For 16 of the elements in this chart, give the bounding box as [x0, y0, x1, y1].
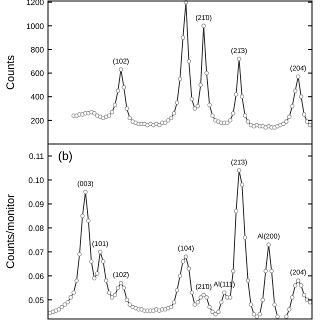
y-tick-label: 200	[30, 116, 45, 126]
y-tick-label: 1200	[26, 0, 45, 8]
y-tick-label: 0.06	[28, 272, 45, 281]
y-tick-label: 0.09	[28, 200, 45, 209]
y-tick-label: 0.05	[28, 296, 45, 305]
y-axis-title: Counts	[5, 54, 17, 90]
y-tick-label: 0.11	[29, 152, 45, 161]
y-axis-title: Counts/monitor	[5, 194, 17, 269]
y-tick-label: 0.08	[28, 224, 45, 233]
y-tick-label: 800	[30, 45, 45, 54]
annotation: (b)	[58, 149, 73, 163]
y-tick-label: 0.07	[28, 248, 45, 257]
y-tick-label: 600	[30, 69, 45, 78]
y-tick-label: 1000	[26, 22, 45, 31]
y-tick-label: 400	[30, 92, 45, 102]
y-tick-label: 0.10	[28, 176, 45, 185]
